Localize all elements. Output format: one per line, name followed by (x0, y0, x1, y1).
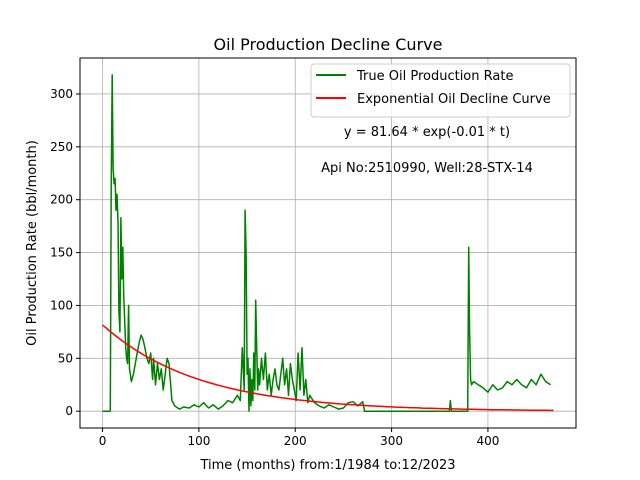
legend-box (310, 63, 571, 118)
legend-label-exponential-decline: Exponential Oil Decline Curve (357, 92, 551, 107)
y-tick-label: 250 (50, 140, 73, 154)
y-tick-label: 200 (50, 193, 73, 207)
x-tick-label: 300 (380, 434, 403, 448)
y-tick-label: 300 (50, 87, 73, 101)
y-tick-label: 0 (65, 404, 73, 418)
y-tick-label: 150 (50, 246, 73, 260)
plot-area (80, 58, 576, 428)
well-annotation: Api No:2510990, Well:28-STX-14 (321, 161, 533, 176)
x-tick-label: 100 (187, 434, 210, 448)
plot-frame (79, 57, 577, 429)
x-tick-label: 0 (99, 434, 107, 448)
series-exponential-decline (102, 324, 554, 412)
legend-label-true-oil: True Oil Production Rate (356, 69, 513, 84)
y-tick-label: 100 (50, 298, 73, 312)
x-tick-label: 200 (284, 434, 307, 448)
x-axis-label: Time (months) from:1/1984 to:12/2023 (199, 458, 455, 473)
legend: True Oil Production Rate Exponential Oil… (310, 63, 571, 118)
chart-title: Oil Production Decline Curve (214, 35, 443, 54)
y-tick-label: 50 (58, 351, 73, 365)
equation-annotation: y = 81.64 * exp(-0.01 * t) (344, 125, 510, 140)
y-axis-label: Oil Production Rate (bbl/month) (25, 140, 40, 346)
series-true-oil-production (102, 74, 552, 412)
y-axis: 0 50 100 150 200 250 300 (50, 87, 80, 418)
x-axis: 0 100 200 300 400 (99, 428, 499, 448)
x-tick-label: 400 (476, 434, 499, 448)
